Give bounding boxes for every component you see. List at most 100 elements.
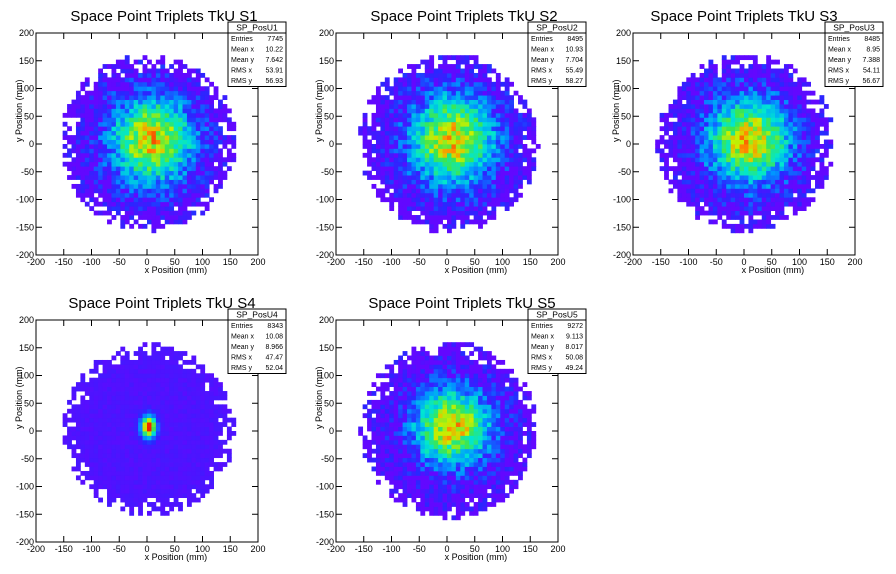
heatmap-bin: [107, 95, 112, 100]
heatmap-bin: [93, 386, 99, 392]
heatmap-bin: [801, 121, 807, 127]
heatmap-bin: [389, 444, 395, 450]
heatmap-bin: [721, 126, 727, 132]
heatmap-bin: [93, 377, 99, 383]
heatmap-bin: [164, 408, 170, 414]
heatmap-bin: [770, 99, 776, 105]
heatmap-bin: [739, 130, 745, 136]
heatmap-bin: [402, 422, 408, 427]
heatmap-bin: [164, 170, 170, 176]
heatmap-bin: [169, 215, 175, 220]
heatmap-bin: [138, 408, 143, 414]
heatmap-bin: [151, 112, 157, 118]
heatmap-bin: [495, 90, 501, 96]
heatmap-bin: [151, 95, 157, 100]
heatmap-bin: [147, 112, 152, 118]
heatmap-bin: [509, 130, 514, 136]
heatmap-bin: [142, 130, 148, 136]
heatmap-bin: [204, 462, 210, 467]
heatmap-bin: [823, 126, 829, 132]
heatmap-bin: [380, 413, 386, 419]
heatmap-bin: [133, 404, 139, 410]
heatmap-bin: [721, 201, 727, 207]
heatmap-bin: [80, 426, 86, 432]
heatmap-bin: [98, 81, 103, 87]
heatmap-bin: [775, 135, 780, 140]
heatmap-bin: [155, 395, 161, 401]
heatmap-bin: [133, 435, 139, 441]
heatmap-bin: [164, 382, 170, 387]
heatmap-bin: [797, 81, 803, 87]
heatmap-bin: [107, 175, 112, 180]
heatmap-bin: [195, 479, 201, 485]
heatmap-bin: [195, 157, 201, 163]
heatmap-bin: [160, 408, 166, 414]
heatmap-bin: [375, 104, 381, 109]
stats-value: 56.93: [265, 78, 283, 85]
heatmap-bin: [460, 183, 466, 189]
heatmap-bin: [124, 466, 130, 472]
heatmap-bin: [133, 166, 139, 172]
heatmap-bin: [120, 431, 126, 436]
heatmap-bin: [155, 170, 161, 176]
heatmap-bin: [133, 475, 139, 481]
heatmap-bin: [788, 108, 794, 114]
heatmap-bin: [389, 417, 395, 423]
heatmap-bin: [222, 408, 228, 414]
heatmap-bin: [195, 201, 201, 207]
heatmap-bin: [151, 148, 157, 154]
heatmap-bin: [792, 188, 798, 194]
heatmap-bin: [160, 72, 166, 78]
heatmap-bin: [402, 152, 408, 158]
heatmap-bin: [80, 188, 86, 194]
heatmap-bin: [748, 148, 754, 154]
heatmap-bin: [792, 112, 798, 118]
heatmap-bin: [195, 126, 201, 132]
heatmap-bin: [67, 417, 72, 423]
heatmap-bin: [478, 112, 483, 118]
heatmap-bin: [402, 484, 408, 490]
heatmap-bin: [84, 139, 90, 145]
heatmap-bin: [93, 90, 99, 96]
heatmap-bin: [375, 130, 381, 136]
heatmap-bin: [226, 435, 232, 441]
heatmap-bin: [138, 86, 143, 92]
heatmap-bin: [681, 166, 687, 172]
heatmap-bin: [411, 439, 417, 445]
heatmap-bin: [151, 493, 157, 498]
heatmap-bin: [160, 210, 166, 216]
heatmap-bin: [71, 144, 77, 149]
heatmap-bin: [828, 161, 834, 167]
heatmap-bin: [420, 95, 426, 100]
heatmap-bin: [464, 121, 470, 127]
heatmap-bin: [115, 417, 121, 423]
heatmap-bin: [451, 81, 457, 87]
heatmap-bin: [681, 183, 687, 189]
heatmap-bin: [393, 444, 399, 450]
heatmap-bin: [375, 90, 381, 96]
y-tick-label: 150: [19, 343, 34, 353]
heatmap-bin: [411, 77, 417, 83]
heatmap-bin: [442, 117, 448, 123]
heatmap-bin: [761, 117, 767, 123]
heatmap-bin: [107, 210, 112, 216]
heatmap-bin: [775, 68, 780, 74]
heatmap-bin: [730, 104, 736, 109]
heatmap-bin: [712, 104, 718, 109]
heatmap-bin: [89, 121, 95, 127]
heatmap-bin: [138, 457, 143, 463]
heatmap-bin: [111, 399, 117, 405]
heatmap-bin: [80, 157, 86, 163]
heatmap-bin: [677, 95, 683, 100]
heatmap-bin: [155, 422, 161, 427]
heatmap-bin: [133, 377, 139, 383]
heatmap-bin: [155, 104, 161, 109]
heatmap-bin: [801, 192, 807, 198]
heatmap-bin: [407, 435, 412, 441]
heatmap-bin: [200, 462, 206, 467]
heatmap-bin: [389, 175, 395, 180]
heatmap-bin: [775, 201, 780, 207]
heatmap-bin: [151, 413, 157, 419]
heatmap-bin: [107, 368, 112, 374]
heatmap-bin: [389, 479, 395, 485]
